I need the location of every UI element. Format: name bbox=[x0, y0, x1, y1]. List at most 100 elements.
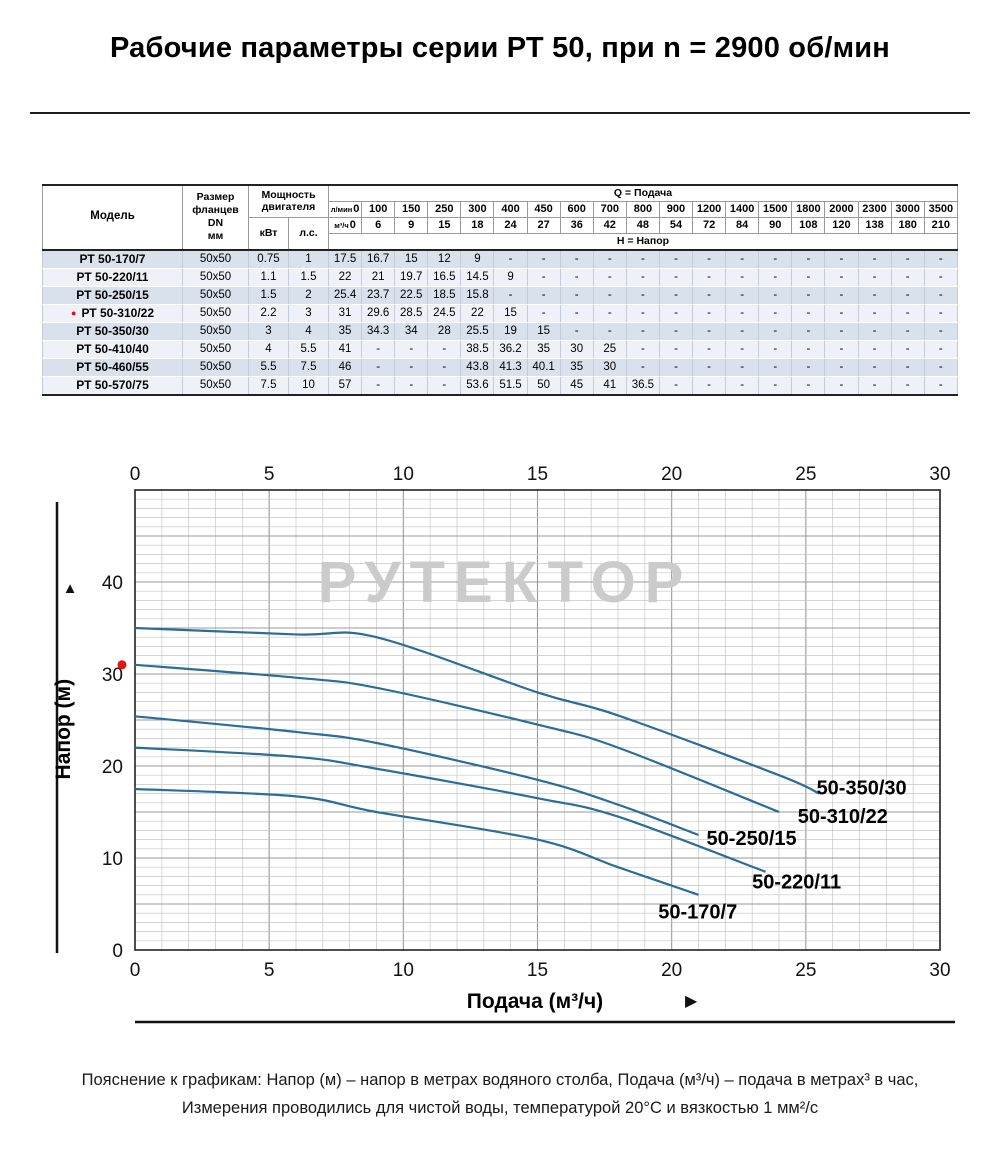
cell-head-value: 41.3 bbox=[493, 358, 528, 377]
cell-kw: 4 bbox=[248, 340, 289, 359]
col-header-h-napor: Н = Напор bbox=[328, 232, 958, 251]
unit-label-m3h: м³/ч bbox=[334, 220, 349, 230]
flow-header-lmin: 1200 bbox=[692, 200, 727, 218]
cell-hp: 7.5 bbox=[288, 358, 329, 377]
flow-header-lmin: 1500 bbox=[758, 200, 793, 218]
cell-head-value: - bbox=[658, 358, 694, 377]
right-arrow-icon: ▶ bbox=[685, 993, 698, 1010]
cell-head-value: - bbox=[559, 268, 594, 287]
flow-header-m3h: 84 bbox=[725, 216, 760, 234]
cell-head-value: - bbox=[658, 304, 694, 323]
cell-head-value: - bbox=[559, 322, 594, 341]
cell-head-value: - bbox=[923, 376, 959, 396]
cell-head-value: 19.7 bbox=[394, 268, 429, 287]
cell-head-value: - bbox=[394, 376, 429, 396]
cell-head-value: - bbox=[758, 358, 793, 377]
cell-head-value: 25.5 bbox=[460, 322, 495, 341]
flow-header-m3h: 54 bbox=[658, 216, 694, 234]
flow-header-lmin: 400 bbox=[493, 200, 528, 218]
cell-head-value: - bbox=[692, 268, 727, 287]
flow-header-lmin: 2000 bbox=[824, 200, 859, 218]
table-row: РТ 50-410/40 50х50 4 5.5 41- - -38.5 36.2 35 30 25… bbox=[42, 340, 959, 359]
cell-head-value: - bbox=[857, 286, 892, 305]
cell-flange: 50х50 bbox=[182, 304, 249, 323]
cell-head-value: 46 bbox=[327, 358, 363, 377]
cell-head-value: 50 bbox=[526, 376, 561, 396]
col-header-q-flow: Q = Подача bbox=[328, 184, 958, 202]
cell-head-value: - bbox=[857, 358, 892, 377]
x-axis-title: Подача (м³/ч) bbox=[467, 990, 603, 1013]
highlight-marker-dot bbox=[117, 660, 127, 670]
cell-head-value: - bbox=[394, 340, 429, 359]
flow-header-lmin: 300 bbox=[460, 200, 495, 218]
cell-head-value: - bbox=[890, 286, 925, 305]
cell-head-value: - bbox=[692, 322, 727, 341]
params-table-body: РТ 50-170/7 50х50 0.75 1 17.5 16.7 15 12 9- - - - - -… bbox=[42, 249, 959, 396]
table-row: РТ 50-220/11 50х50 1.1 1.5 22 21 19.7 16.5 14.5 9… bbox=[42, 268, 959, 287]
cell-head-value: - bbox=[758, 340, 793, 359]
cell-head-value: - bbox=[758, 249, 793, 269]
cell-head-value: 28.5 bbox=[394, 304, 429, 323]
cell-model: РТ 50-220/11 bbox=[42, 268, 183, 287]
curve-label-50-310-22: 50-310/22 bbox=[798, 806, 888, 828]
cell-hp: 5.5 bbox=[288, 340, 329, 359]
flow-header-m3h: 90 bbox=[758, 216, 793, 234]
cell-head-value: - bbox=[658, 249, 694, 269]
table-row: РТ 50-250/15 50х50 1.5 2 25.4 23.7 22.5 18.5 15.… bbox=[42, 286, 959, 305]
table-row: РТ 50-170/7 50х50 0.75 1 17.5 16.7 15 12 9- - - - - -… bbox=[42, 249, 959, 269]
cell-head-value: - bbox=[923, 304, 959, 323]
cell-head-value: - bbox=[824, 268, 859, 287]
cell-head-value: 15 bbox=[526, 322, 561, 341]
cell-head-value: 30 bbox=[592, 358, 627, 377]
flow-header-m3h: 180 bbox=[890, 216, 925, 234]
cell-hp: 1.5 bbox=[288, 268, 329, 287]
flow-header-lmin: 150 bbox=[394, 200, 429, 218]
col-header-hp: л.с. bbox=[288, 216, 329, 251]
cell-head-value: - bbox=[526, 286, 561, 305]
cell-head-value: - bbox=[758, 376, 793, 396]
cell-head-value: 21 bbox=[361, 268, 396, 287]
cell-head-value: 15.8 bbox=[460, 286, 495, 305]
cell-head-value: - bbox=[692, 358, 727, 377]
cell-head-value: - bbox=[824, 304, 859, 323]
cell-model: РТ 50-570/75 bbox=[42, 376, 183, 396]
flow-header-m3h: 18 bbox=[460, 216, 495, 234]
cell-head-value: 35 bbox=[526, 340, 561, 359]
cell-kw: 2.2 bbox=[248, 304, 289, 323]
cell-head-value: 24.5 bbox=[427, 304, 462, 323]
x-tick-bottom: 30 bbox=[929, 960, 950, 981]
cell-head-value: 15 bbox=[493, 304, 528, 323]
x-tick-bottom: 25 bbox=[795, 960, 816, 981]
cell-head-value: - bbox=[692, 249, 727, 269]
table-row: РТ 50-460/55 50х50 5.5 7.5 46- - -43.8 41.3 40.1… bbox=[42, 358, 959, 377]
cell-head-value: 51.5 bbox=[493, 376, 528, 396]
cell-head-value: 31 bbox=[327, 304, 363, 323]
cell-head-value: 17.5 bbox=[327, 249, 363, 269]
cell-kw: 1.5 bbox=[248, 286, 289, 305]
cell-head-value: - bbox=[493, 249, 528, 269]
cell-head-value: 35 bbox=[327, 322, 363, 341]
cell-head-value: - bbox=[692, 286, 727, 305]
footnote: Пояснение к графикам: Напор (м) – напор … bbox=[0, 1066, 1000, 1122]
cell-head-value: - bbox=[824, 340, 859, 359]
cell-head-value: - bbox=[890, 268, 925, 287]
flange-line: Размер фланцев bbox=[192, 191, 239, 217]
flow-header-lmin: 450 bbox=[526, 200, 561, 218]
cell-head-value: - bbox=[725, 286, 760, 305]
cell-head-value: - bbox=[725, 358, 760, 377]
cell-head-value: 45 bbox=[559, 376, 594, 396]
y-tick: 40 bbox=[102, 573, 123, 594]
cell-head-value: - bbox=[625, 322, 660, 341]
curve-50-310-22 bbox=[134, 663, 780, 814]
flow-header-lmin: 800 bbox=[625, 200, 660, 218]
cell-head-value: 28 bbox=[427, 322, 462, 341]
cell-head-value: 40.1 bbox=[526, 358, 561, 377]
cell-head-value: - bbox=[923, 268, 959, 287]
flow-header-m3h: м³/ч0 bbox=[327, 216, 363, 234]
cell-head-value: - bbox=[559, 304, 594, 323]
footnote-line-2: Измерения проводились для чистой воды, т… bbox=[181, 1099, 819, 1118]
cell-hp: 4 bbox=[288, 322, 329, 341]
cell-kw: 1.1 bbox=[248, 268, 289, 287]
cell-head-value: - bbox=[725, 322, 760, 341]
cell-head-value: 41 bbox=[327, 340, 363, 359]
